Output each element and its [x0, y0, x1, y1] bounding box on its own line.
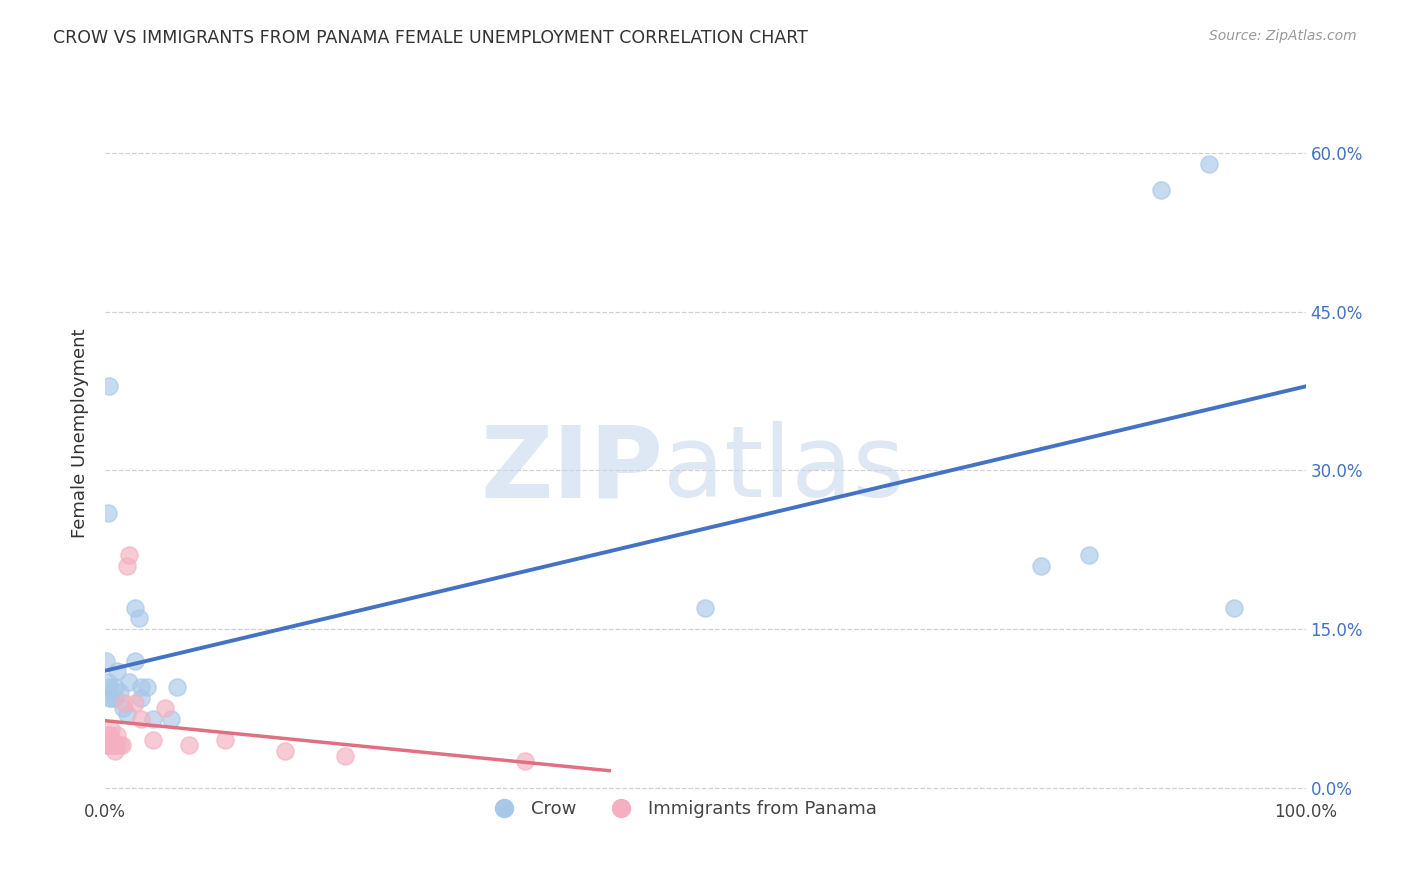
- Point: [1198, 157, 1220, 171]
- Point: [105, 665, 128, 679]
- Point: [129, 680, 152, 694]
- Point: [136, 680, 159, 694]
- Point: [124, 654, 146, 668]
- Text: CROW VS IMMIGRANTS FROM PANAMA FEMALE UNEMPLOYMENT CORRELATION CHART: CROW VS IMMIGRANTS FROM PANAMA FEMALE UN…: [53, 29, 808, 46]
- Point: [97, 728, 120, 742]
- Point: [97, 506, 120, 520]
- Point: [118, 548, 141, 562]
- Point: [97, 378, 120, 392]
- Point: [98, 728, 121, 742]
- Point: [166, 680, 188, 694]
- Point: [100, 723, 122, 737]
- Point: [695, 600, 717, 615]
- Point: [104, 690, 127, 705]
- Point: [142, 712, 165, 726]
- Point: [97, 739, 120, 753]
- Text: ZIP: ZIP: [481, 421, 664, 518]
- Point: [105, 728, 128, 742]
- Point: [515, 754, 537, 768]
- Point: [129, 712, 152, 726]
- Point: [214, 733, 236, 747]
- Point: [104, 680, 127, 694]
- Point: [1078, 548, 1101, 562]
- Point: [155, 701, 177, 715]
- Point: [96, 739, 118, 753]
- Point: [112, 701, 135, 715]
- Point: [108, 685, 131, 699]
- Point: [124, 600, 146, 615]
- Point: [98, 739, 121, 753]
- Point: [128, 611, 150, 625]
- Point: [118, 674, 141, 689]
- Point: [115, 558, 138, 573]
- Point: [103, 739, 125, 753]
- Point: [335, 748, 357, 763]
- Point: [98, 690, 121, 705]
- Point: [274, 743, 297, 757]
- Point: [111, 739, 134, 753]
- Point: [160, 712, 183, 726]
- Point: [108, 739, 131, 753]
- Point: [96, 654, 118, 668]
- Point: [104, 743, 127, 757]
- Point: [97, 733, 120, 747]
- Point: [97, 680, 120, 694]
- Point: [100, 739, 122, 753]
- Text: atlas: atlas: [664, 421, 905, 518]
- Point: [100, 690, 122, 705]
- Point: [142, 733, 165, 747]
- Point: [1150, 183, 1173, 197]
- Text: Source: ZipAtlas.com: Source: ZipAtlas.com: [1209, 29, 1357, 43]
- Point: [179, 739, 201, 753]
- Point: [112, 696, 135, 710]
- Point: [97, 674, 120, 689]
- Point: [1031, 558, 1053, 573]
- Legend: Crow, Immigrants from Panama: Crow, Immigrants from Panama: [478, 793, 884, 826]
- Y-axis label: Female Unemployment: Female Unemployment: [72, 328, 89, 538]
- Point: [101, 733, 124, 747]
- Point: [115, 706, 138, 721]
- Point: [129, 690, 152, 705]
- Point: [124, 696, 146, 710]
- Point: [105, 739, 128, 753]
- Point: [97, 739, 120, 753]
- Point: [1222, 600, 1244, 615]
